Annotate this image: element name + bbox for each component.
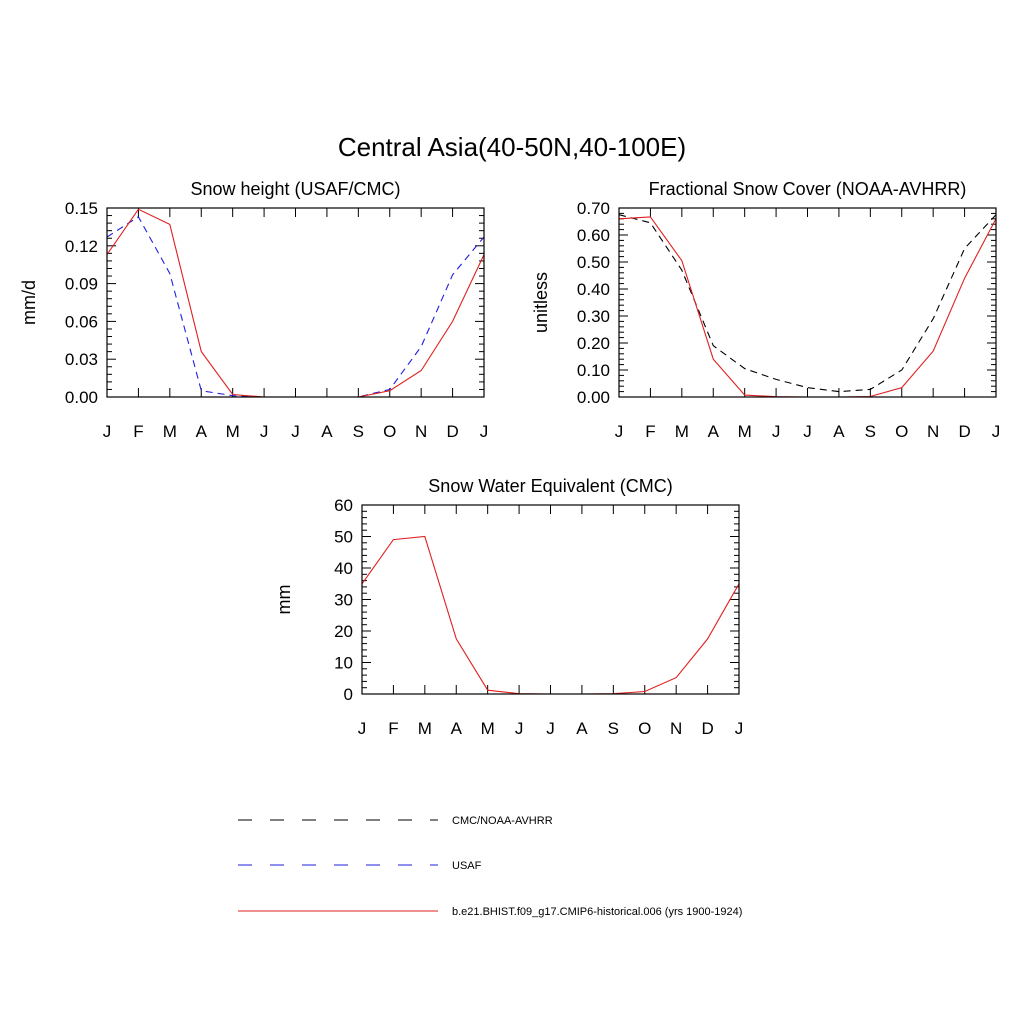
series-line-model	[361, 535, 740, 695]
x-tick-label: J	[546, 719, 555, 738]
y-tick-label: 50	[334, 528, 353, 547]
x-tick-label: S	[608, 719, 619, 738]
y-tick-label: 0.10	[577, 361, 610, 380]
x-tick-label: F	[133, 422, 143, 441]
legend-item: USAF	[238, 860, 482, 872]
x-tick-label: J	[480, 422, 489, 441]
x-tick-label: F	[388, 719, 398, 738]
y-tick-label: 0.40	[577, 280, 610, 299]
y-tick-label: 60	[334, 496, 353, 515]
y-tick-label: 40	[334, 559, 353, 578]
x-tick-label: D	[446, 422, 458, 441]
x-tick-label: M	[418, 719, 432, 738]
x-tick-label: F	[645, 422, 655, 441]
x-tick-label: J	[515, 719, 524, 738]
y-axis-label: mm/d	[19, 280, 39, 325]
legend-item: CMC/NOAA-AVHRR	[238, 815, 553, 827]
plot-frame	[618, 207, 997, 398]
chart-title: Snow height (USAF/CMC)	[190, 179, 400, 199]
x-tick-label: A	[833, 422, 845, 441]
x-tick-label: A	[708, 422, 720, 441]
y-tick-label: 0.00	[577, 388, 610, 407]
plot-frame	[106, 207, 485, 398]
y-tick-label: 0.50	[577, 253, 610, 272]
x-tick-label: J	[772, 422, 781, 441]
x-tick-label: J	[992, 422, 1001, 441]
x-tick-label: A	[196, 422, 208, 441]
legend-label: CMC/NOAA-AVHRR	[452, 815, 553, 827]
x-tick-label: J	[803, 422, 812, 441]
x-tick-label: M	[226, 422, 240, 441]
x-tick-label: A	[321, 422, 333, 441]
figure-title: Central Asia(40-50N,40-100E)	[338, 132, 686, 162]
x-tick-label: S	[353, 422, 364, 441]
chart-panel-2: Fractional Snow Cover (NOAA-AVHRR) unitle…	[531, 179, 1000, 441]
x-tick-label: O	[638, 719, 651, 738]
x-tick-label: M	[675, 422, 689, 441]
x-tick-label: J	[260, 422, 269, 441]
y-tick-label: 0.00	[65, 388, 98, 407]
x-tick-label: O	[895, 422, 908, 441]
x-tick-label: D	[958, 422, 970, 441]
series-line-model	[106, 208, 485, 398]
series-line-model	[618, 216, 997, 398]
x-tick-label: J	[358, 719, 367, 738]
series-line-obs	[618, 214, 997, 393]
x-tick-label: J	[291, 422, 300, 441]
series-line-usaf	[106, 216, 485, 398]
y-axis-label: mm	[274, 585, 294, 615]
y-tick-label: 10	[334, 654, 353, 673]
x-tick-label: J	[103, 422, 112, 441]
x-tick-label: N	[415, 422, 427, 441]
y-tick-label: 20	[334, 622, 353, 641]
y-tick-label: 0.15	[65, 199, 98, 218]
y-tick-label: 0.70	[577, 199, 610, 218]
panels: Snow height (USAF/CMC)mm/dJ F M A M J J A S O N D J0…	[19, 179, 1000, 738]
y-tick-label: 0.12	[65, 237, 98, 256]
chart-title: Snow Water Equivalent (CMC)	[428, 476, 672, 496]
legend-label: USAF	[452, 860, 482, 872]
y-tick-label: 0	[344, 685, 353, 704]
y-tick-label: 0.06	[65, 312, 98, 331]
y-tick-label: 0.09	[65, 275, 98, 294]
x-tick-label: S	[865, 422, 876, 441]
legend-label: b.e21.BHIST.f09_g17.CMIP6-historical.006…	[452, 906, 742, 918]
x-tick-label: M	[481, 719, 495, 738]
x-tick-label: N	[927, 422, 939, 441]
chart-panel-1: Snow height (USAF/CMC)mm/dJ F M A M J J A S O N D J0…	[19, 179, 488, 441]
legend: CMC/NOAA-AVHRR USAF b.e21.BHIST.f09_g17.CM…	[238, 815, 742, 918]
x-tick-label: M	[738, 422, 752, 441]
y-tick-label: 0.30	[577, 307, 610, 326]
chart-title: Fractional Snow Cover (NOAA-AVHRR)	[649, 179, 967, 199]
x-tick-label: O	[383, 422, 396, 441]
x-tick-label: N	[670, 719, 682, 738]
x-tick-label: A	[576, 719, 588, 738]
y-axis-label: unitless	[531, 272, 551, 333]
y-tick-label: 30	[334, 591, 353, 610]
x-tick-label: A	[451, 719, 463, 738]
y-tick-label: 0.60	[577, 226, 610, 245]
x-tick-label: J	[735, 719, 744, 738]
legend-item: b.e21.BHIST.f09_g17.CMIP6-historical.006…	[238, 906, 742, 918]
x-tick-label: D	[701, 719, 713, 738]
x-tick-label: M	[163, 422, 177, 441]
y-tick-label: 0.03	[65, 350, 98, 369]
y-tick-label: 0.20	[577, 334, 610, 353]
plot-frame	[361, 504, 740, 695]
chart-panel-3: Snow Water Equivalent (CMC)mmJ F M A M J J A S O N…	[274, 476, 743, 738]
x-tick-label: J	[615, 422, 624, 441]
